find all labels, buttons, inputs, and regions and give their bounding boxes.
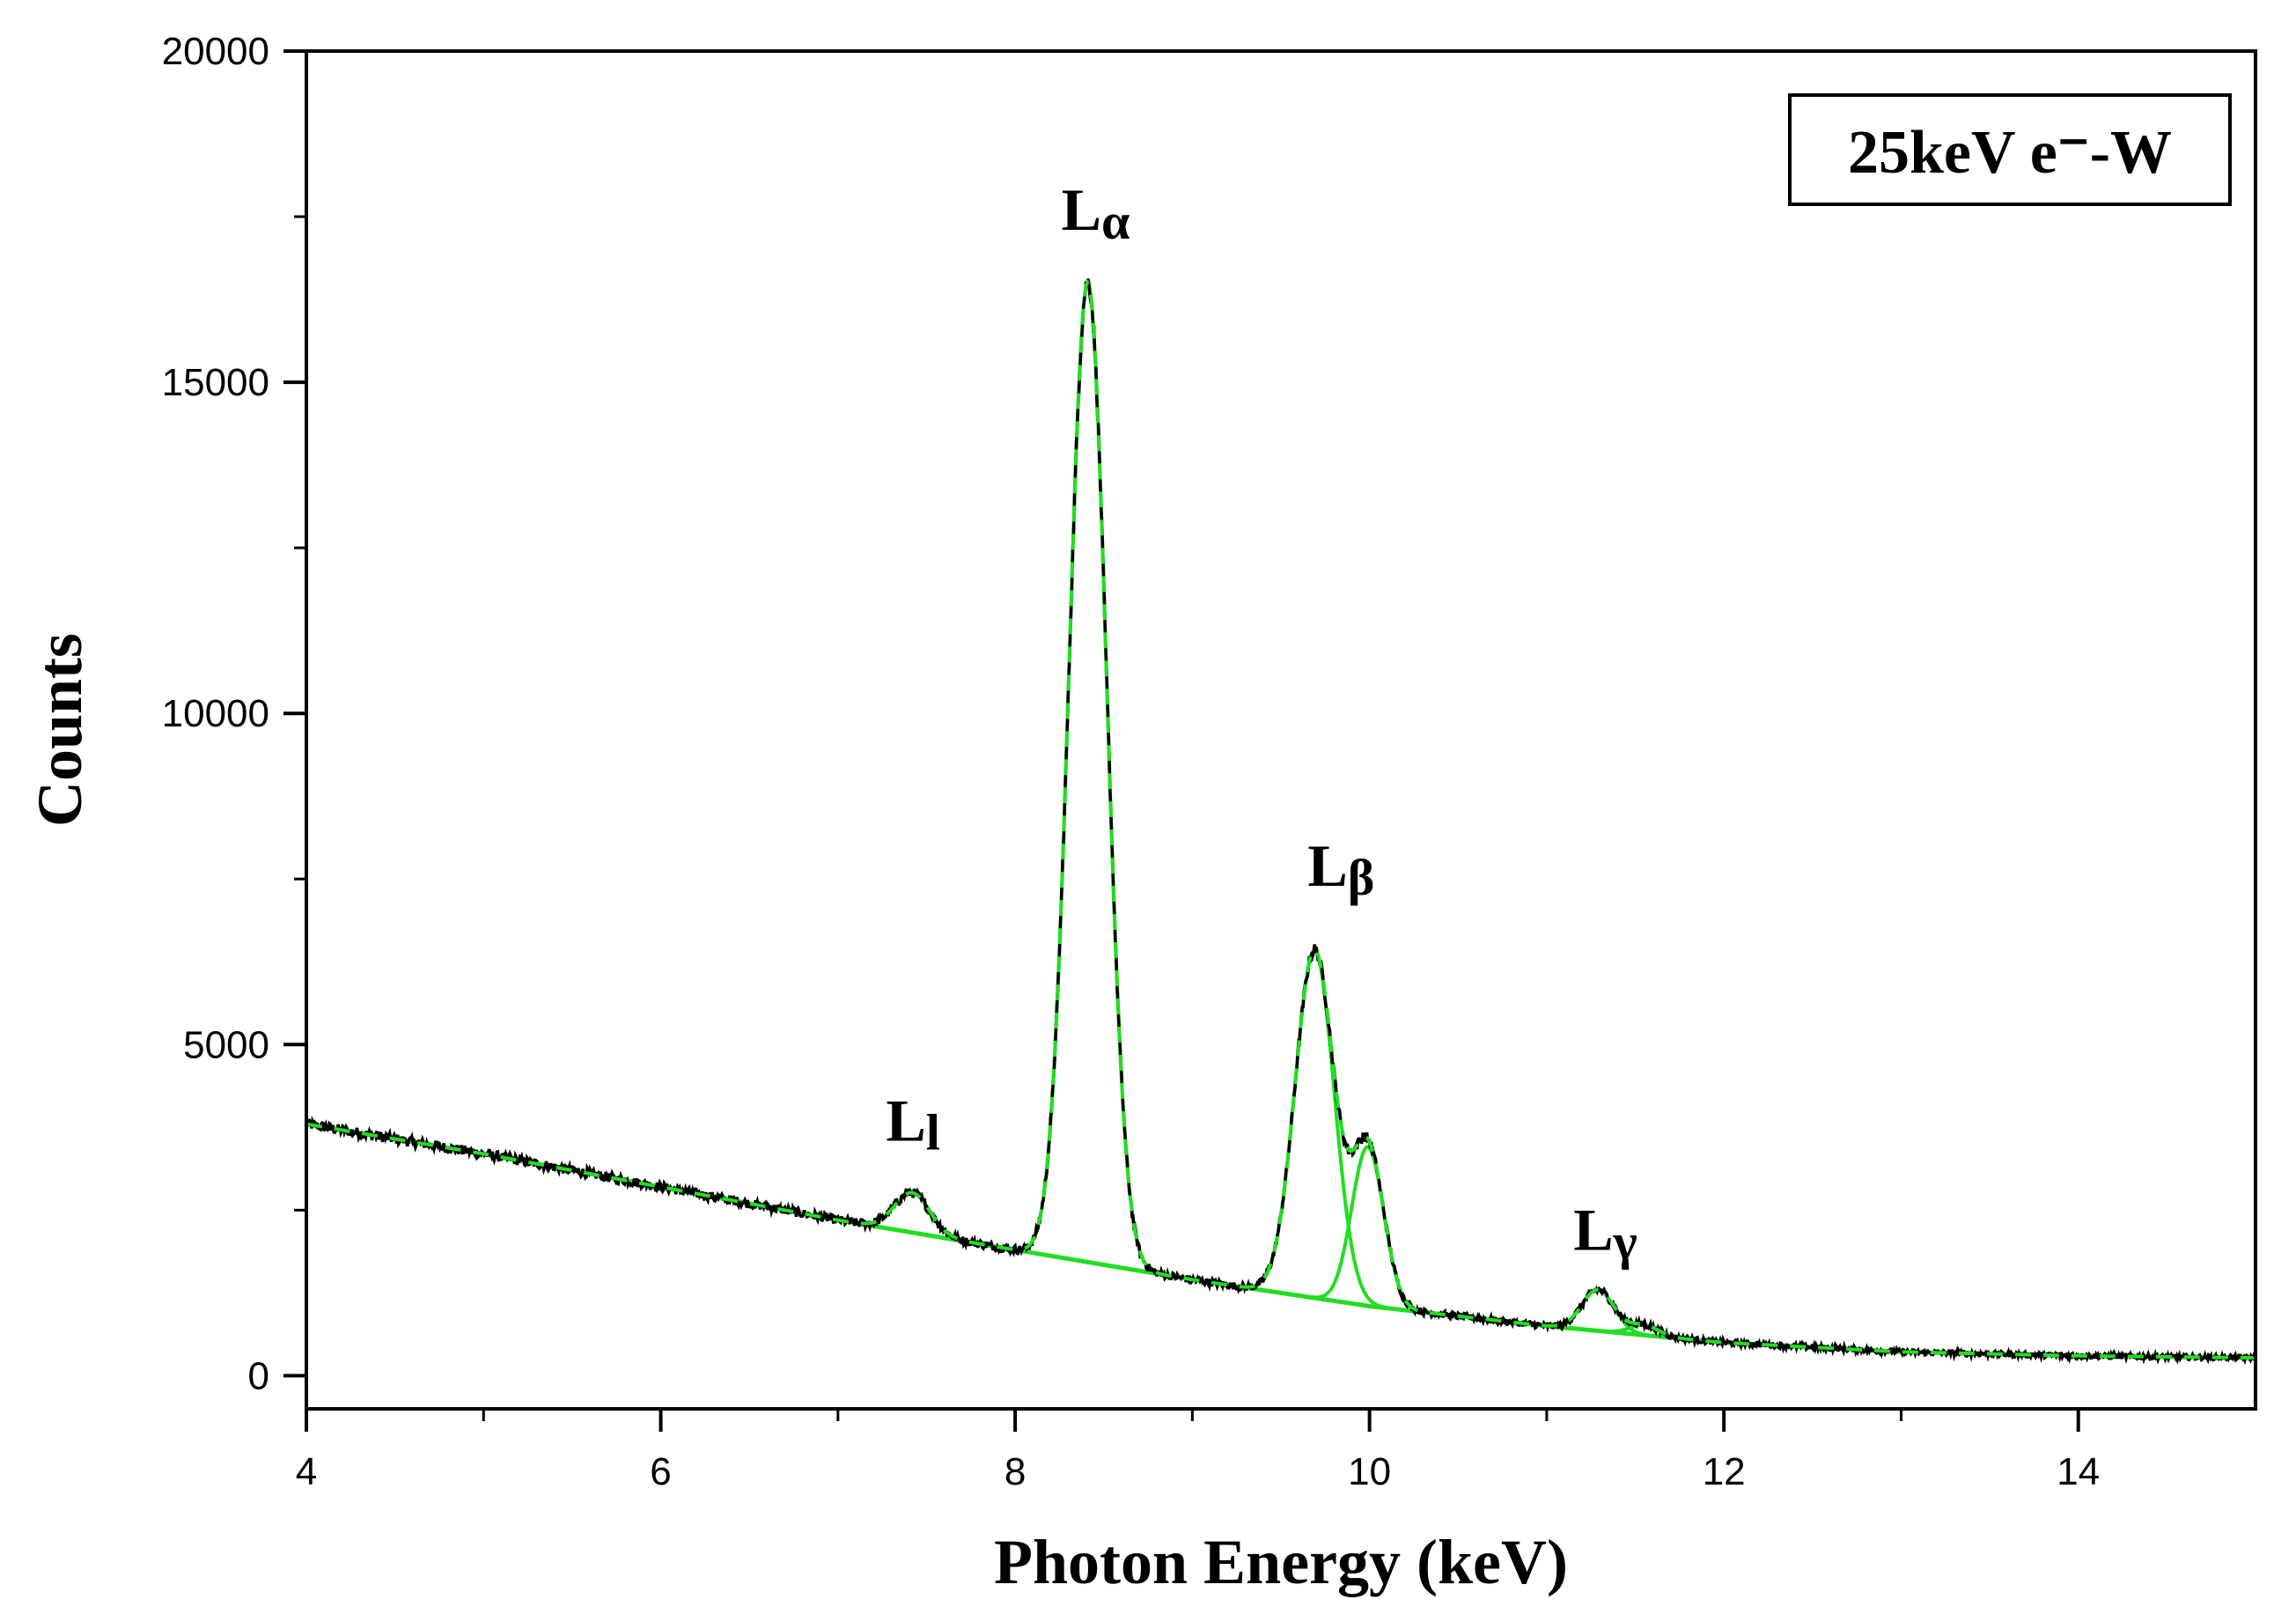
x-axis-title: Photon Energy (keV)	[994, 1527, 1568, 1597]
x-tick-label: 12	[1703, 1450, 1746, 1493]
peak-label-subscript: γ	[1613, 1212, 1637, 1270]
legend-box: 25keV e⁻-W	[1788, 93, 2232, 206]
y-tick-label: 0	[248, 1354, 269, 1397]
peak-label-main: L	[1307, 832, 1347, 899]
legend-text: 25keV e⁻-W	[1848, 119, 2172, 187]
peak-label-ll: Ll	[886, 1087, 939, 1161]
x-tick-label: 6	[650, 1450, 671, 1493]
fit-total-line	[305, 278, 2256, 1360]
peak-label-lβ1: Lβ	[1307, 832, 1374, 906]
peak-label-lγ1: Lγ	[1573, 1196, 1637, 1270]
peak-label-subscript: l	[926, 1103, 940, 1161]
y-tick-label: 15000	[162, 361, 269, 404]
x-tick-label: 14	[2057, 1450, 2100, 1493]
y-tick-label: 20000	[162, 30, 269, 73]
fit-component-lα	[994, 278, 1181, 1280]
y-tick-label: 10000	[162, 692, 269, 735]
fit-component-lβ2	[1287, 1145, 1448, 1317]
measured-spectrum-line	[305, 278, 2257, 1366]
legend-frame	[1788, 93, 2232, 206]
fit-baseline-line	[305, 1122, 2256, 1360]
y-axis: 0 5000 10000 15000 20000	[162, 30, 306, 1397]
peak-label-main: L	[1062, 176, 1101, 243]
fit-component-lβ1	[1217, 947, 1413, 1313]
peak-label-lα: Lα	[1062, 176, 1130, 250]
y-tick-label: 5000	[183, 1023, 269, 1066]
x-tick-label: 4	[296, 1450, 317, 1493]
y-axis-title: Counts	[25, 633, 95, 827]
plot-layer	[305, 278, 2257, 1366]
peak-label-main: L	[886, 1087, 925, 1153]
peak-label-main: L	[1573, 1196, 1613, 1263]
peak-label-subscript: β	[1348, 849, 1375, 906]
x-tick-label: 10	[1348, 1450, 1391, 1493]
plot-frame	[305, 49, 2257, 1411]
x-axis: 4 6 8 10 12 14	[296, 1409, 2100, 1493]
x-tick-label: 8	[1004, 1450, 1026, 1493]
peak-label-subscript: α	[1101, 193, 1130, 250]
